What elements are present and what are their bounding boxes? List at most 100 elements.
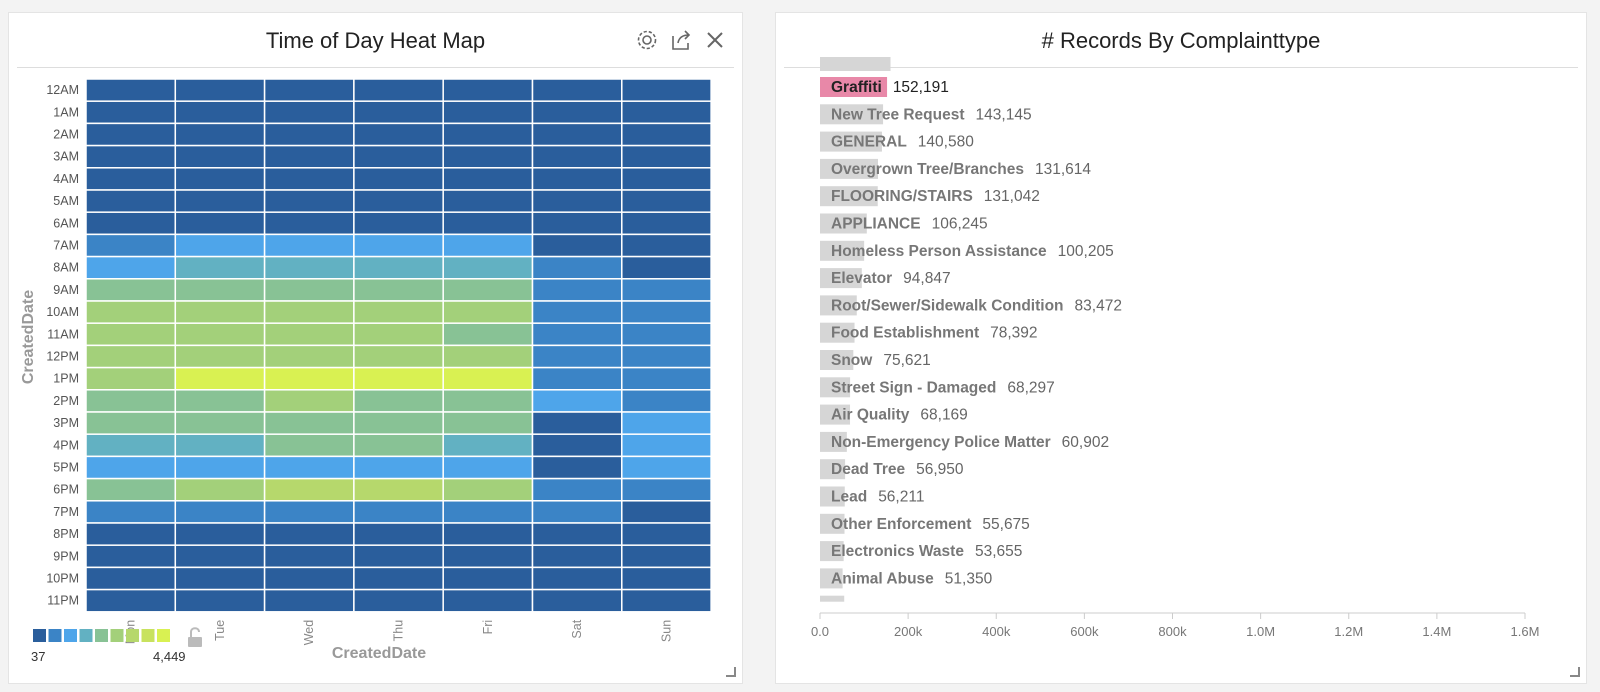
- heatmap-cell: [442, 189, 534, 213]
- bar-category-label: Non-Emergency Police Matter: [831, 434, 1051, 451]
- x-tick-label: Fri: [481, 620, 495, 635]
- heatmap-cell: [174, 366, 266, 391]
- heatmap-cell: [442, 122, 534, 147]
- heatmap-cell: [442, 588, 534, 613]
- close-icon[interactable]: [702, 27, 728, 53]
- bar-value-label: 143,145: [976, 106, 1032, 123]
- bar-value-label: 106,245: [932, 216, 988, 233]
- export-icon[interactable]: [668, 27, 694, 53]
- bar-category-label: Root/Sewer/Sidewalk Condition: [831, 297, 1064, 314]
- heatmap-cell: [85, 122, 177, 147]
- heatmap-cell: [621, 389, 712, 413]
- heatmap-cell: [621, 433, 712, 458]
- heatmap-cell: [531, 78, 623, 102]
- heatmap-cell: [263, 500, 355, 524]
- heatmap-cell: [353, 477, 444, 502]
- heatmap-cell: [353, 389, 444, 413]
- heatmap-cell: [353, 167, 444, 191]
- y-tick-label: 2PM: [53, 394, 79, 408]
- bar-category-label: Elevator: [831, 270, 892, 287]
- heatmap-cell: [263, 433, 355, 458]
- x-tick-label: 1.6M: [1511, 624, 1540, 639]
- heatmap-cell: [174, 300, 266, 324]
- heatmap-cell: [531, 455, 623, 480]
- heatmap-cell: [621, 411, 712, 435]
- heatmap-cell: [174, 455, 266, 480]
- bar-value-label: 152,191: [893, 79, 949, 96]
- bar-value-label: 68,297: [1007, 379, 1054, 396]
- y-tick-label: 6AM: [53, 216, 79, 230]
- bar-category-label: Overgrown Tree/Branches: [831, 161, 1024, 178]
- heatmap-cell: [621, 122, 712, 147]
- y-tick-label: 5PM: [53, 461, 79, 475]
- y-tick-label: 10AM: [46, 305, 79, 319]
- heatmap-cell: [621, 233, 712, 258]
- heatmap-cell: [442, 300, 534, 324]
- heatmap-cell: [85, 189, 177, 213]
- bar-category-label: Homeless Person Assistance: [831, 243, 1047, 260]
- heatmap-cell: [353, 122, 444, 147]
- heatmap-cell: [442, 322, 534, 347]
- heatmap-cell: [353, 500, 444, 524]
- heatmap-cell: [263, 544, 355, 569]
- heatmap-cell: [621, 100, 712, 125]
- heatmap-cell: [442, 278, 534, 302]
- heatmap-cell: [263, 233, 355, 258]
- heatmap-cell: [531, 389, 623, 413]
- heatmap-cell: [531, 433, 623, 458]
- legend-min-label: 37: [31, 649, 46, 664]
- legend-swatch: [48, 629, 62, 642]
- bar-category-label: Street Sign - Damaged: [831, 379, 996, 396]
- heatmap-cell: [263, 167, 355, 191]
- heatmap-cell: [531, 477, 623, 502]
- gear-icon[interactable]: [634, 27, 660, 53]
- heatmap-cell: [531, 189, 623, 213]
- heatmap-cell: [621, 455, 712, 480]
- heatmap-cell: [531, 233, 623, 258]
- heatmap-cell: [621, 500, 712, 524]
- heatmap-cell: [621, 278, 712, 302]
- legend-swatch: [141, 629, 155, 642]
- heatmap-cell: [353, 300, 444, 324]
- heatmap-cell: [174, 189, 266, 213]
- heatmap-cell: [353, 144, 444, 169]
- resize-handle[interactable]: [1570, 667, 1580, 677]
- bar: [820, 268, 862, 289]
- heatmap-cell: [263, 278, 355, 302]
- heatmap-cell: [531, 255, 623, 280]
- heatmap-cell: [442, 211, 534, 236]
- y-tick-label: 9PM: [53, 549, 79, 563]
- heatmap-cell: [621, 78, 712, 102]
- bar: [820, 459, 846, 480]
- heatmap-cell: [442, 411, 534, 435]
- heatmap-cell: [85, 278, 177, 302]
- y-tick-label: 12AM: [46, 83, 79, 97]
- heatmap-cell: [353, 544, 444, 569]
- heatmap-cell: [85, 522, 177, 546]
- heatmap-cell: [442, 477, 534, 502]
- heatmap-cell: [442, 167, 534, 191]
- legend-swatch: [95, 629, 108, 642]
- resize-handle[interactable]: [726, 667, 736, 677]
- heatmap-cell: [174, 122, 266, 147]
- bar-category-label: Dead Tree: [831, 461, 905, 478]
- heatmap-cell: [353, 566, 444, 591]
- bar-category-label: Food Establishment: [831, 325, 979, 342]
- bar-category-label: Lead: [831, 489, 867, 506]
- heatmap-cell: [85, 389, 177, 413]
- heatmap-cell: [531, 122, 623, 147]
- x-tick-label: 200k: [894, 624, 923, 639]
- y-tick-label: 3PM: [53, 416, 79, 430]
- heatmap-cell: [263, 122, 355, 147]
- bar-title: # Records By Complainttype: [1041, 28, 1321, 53]
- heatmap-cell: [263, 189, 355, 213]
- bar: [820, 131, 882, 152]
- heatmap-cell: [621, 566, 712, 591]
- y-tick-label: 9AM: [53, 283, 79, 297]
- heatmap-cell: [621, 588, 712, 613]
- heatmap-cell: [263, 100, 355, 125]
- bar-category-label: Snow: [831, 352, 873, 369]
- lock-icon[interactable]: [188, 627, 202, 647]
- heatmap-cell: [263, 522, 355, 546]
- heatmap-cell: [85, 167, 177, 191]
